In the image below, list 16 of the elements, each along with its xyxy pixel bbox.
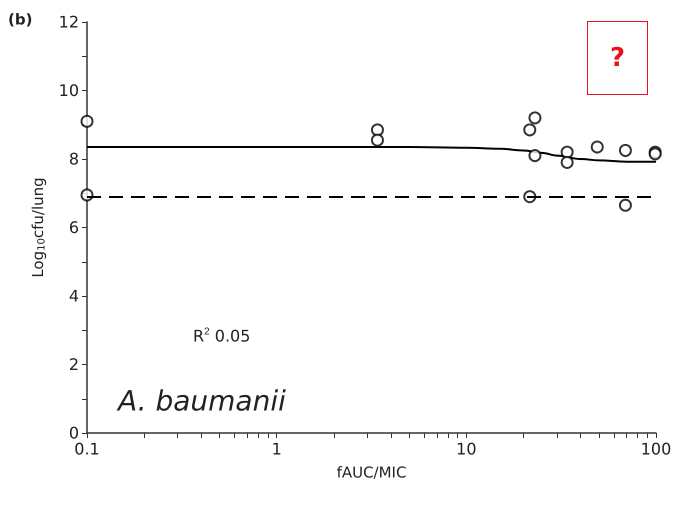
y-tick-label: 2 — [68, 355, 79, 374]
y-tick-label: 6 — [68, 218, 79, 237]
boxed-question-mark: ? — [587, 21, 648, 95]
y-tick-label: 12 — [58, 12, 79, 32]
y-tick-label: 8 — [68, 150, 79, 168]
text: (b) — [8, 10, 32, 28]
x-tick-label: 100 — [640, 440, 672, 458]
x-tick-label: 0.1 — [74, 440, 100, 458]
x-tick-label: 10 — [456, 440, 477, 458]
y-tick-label: 10 — [58, 81, 79, 100]
annotation: A. baumanii — [116, 384, 286, 418]
y-axis-title: Log10cfu/lung — [29, 177, 48, 278]
y-tick-label: 4 — [68, 286, 79, 306]
x-axis-title: fAUC/MIC — [336, 464, 406, 482]
y-tick-label: 0 — [68, 424, 79, 442]
x-tick-label: 1 — [272, 440, 282, 458]
